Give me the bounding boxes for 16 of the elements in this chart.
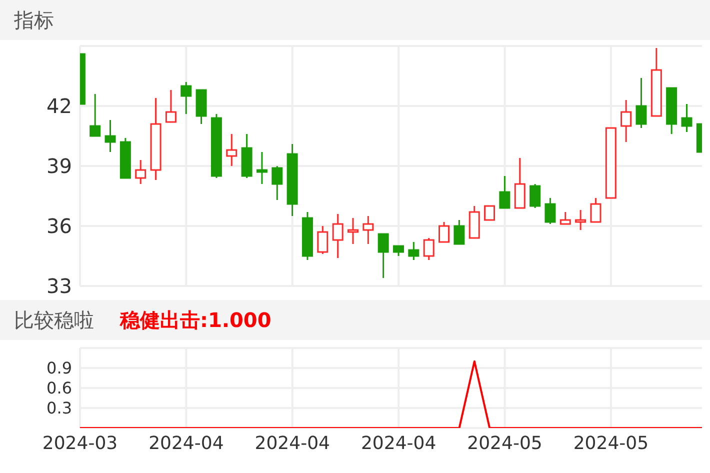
chart-title: 指标	[14, 6, 54, 34]
y-tick-label: 39	[46, 154, 72, 178]
x-tick-label: 2024-04	[254, 432, 330, 454]
y-tick-label: 0.3	[46, 398, 72, 418]
y-tick-label: 33	[46, 274, 72, 298]
y-tick-label: 0.9	[46, 358, 72, 378]
y-tick-label: 36	[46, 214, 72, 238]
y-tick-label: 42	[46, 94, 72, 118]
x-tick-label: 2024-05	[573, 432, 649, 454]
chart-title: 比较稳啦	[14, 306, 94, 334]
x-tick-label: 2024-04	[360, 432, 436, 454]
y-tick-label: 0.6	[46, 378, 72, 398]
x-tick-label: 2024-05	[467, 432, 542, 454]
x-tick-label: 2024-03	[42, 432, 118, 454]
text: 稳健出击:1.000	[120, 306, 272, 334]
x-tick-label: 2024-04	[148, 432, 224, 454]
